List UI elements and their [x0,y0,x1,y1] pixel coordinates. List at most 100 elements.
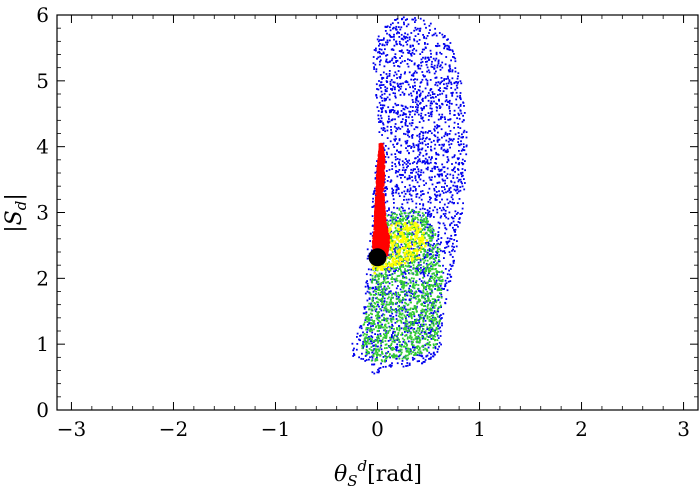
scatter-point [451,94,454,97]
scatter-point [430,295,432,297]
scatter-point [444,283,447,286]
scatter-point [398,357,401,360]
scatter-point [405,347,407,350]
scatter-point [408,259,410,261]
scatter-point [458,117,461,120]
scatter-point [394,139,396,142]
scatter-point [417,314,420,316]
scatter-point [385,58,388,61]
scatter-point [394,57,397,59]
scatter-point [440,282,443,285]
scatter-point [438,287,441,289]
scatter-point [424,131,427,133]
scatter-point [437,327,440,330]
scatter-point [446,133,449,135]
scatter-point [422,301,425,304]
scatter-point [457,225,459,228]
scatter-point [396,246,399,248]
scatter-point [389,253,391,256]
scatter-point [390,296,393,299]
scatter-point [436,254,439,257]
scatter-point [450,265,453,268]
scatter-point [417,229,420,233]
scatter-point [396,32,398,35]
scatter-point [375,273,378,276]
scatter-point [427,346,430,349]
scatter-point [412,267,415,270]
scatter-point [413,252,415,254]
scatter-point [455,224,458,226]
scatter-point [395,255,398,258]
scatter-point [429,158,432,161]
scatter-point [446,289,449,292]
scatter-point [389,307,392,310]
scatter-point [441,270,443,273]
scatter-point [429,225,432,228]
scatter-point [430,321,433,323]
scatter-point [421,78,424,81]
scatter-point [455,245,458,248]
scatter-point [418,121,421,123]
scatter-point [381,265,384,268]
scatter-point [425,61,427,63]
scatter-point [390,298,392,301]
scatter-point [364,317,367,320]
scatter-point [447,280,450,283]
scatter-point [401,114,404,116]
scatter-point [428,130,430,132]
scatter-point [420,216,423,219]
scatter-point [374,177,377,180]
scatter-point [448,80,451,83]
scatter-point [451,194,454,197]
scatter-point [450,83,453,86]
scatter-point [408,278,411,281]
scatter-point [396,343,399,346]
scatter-point [373,348,376,350]
scatter-point [424,245,427,248]
scatter-point [375,269,378,271]
scatter-point [429,178,432,181]
scatter-point [400,281,403,284]
scatter-point [401,273,404,275]
scatter-point [398,355,400,358]
scatter-point [393,356,396,359]
scatter-point [384,130,386,133]
scatter-point [414,113,416,116]
scatter-point [410,54,413,57]
scatter-point [400,110,403,112]
scatter-point [410,194,413,197]
scatter-point [457,123,459,125]
scatter-point [395,60,398,62]
scatter-point [415,297,417,300]
scatter-point [396,149,398,152]
scatter-point [405,142,408,145]
scatter-point [393,230,396,233]
scatter-point [453,229,455,231]
scatter-point [398,261,401,264]
scatter-point [419,333,422,335]
scatter-point [439,249,442,252]
scatter-point [426,335,429,338]
scatter-point [444,209,447,212]
scatter-point [432,236,435,239]
scatter-point [445,56,448,58]
scatter-point [395,40,398,43]
scatter-point [430,265,432,268]
scatter-point [435,301,438,304]
scatter-point [400,218,403,221]
scatter-point [385,307,388,310]
scatter-point [402,209,405,212]
scatter-point [367,268,370,271]
scatter-point [435,281,437,284]
scatter-point [411,119,414,122]
scatter-point [429,262,432,265]
scatter-point [452,91,454,94]
scatter-point [399,218,401,221]
scatter-point [409,189,412,191]
scatter-point [438,289,441,291]
scatter-point [385,347,388,349]
scatter-point [418,89,421,92]
scatter-point [400,256,403,258]
scatter-point [458,221,461,224]
scatter-point [369,292,372,295]
